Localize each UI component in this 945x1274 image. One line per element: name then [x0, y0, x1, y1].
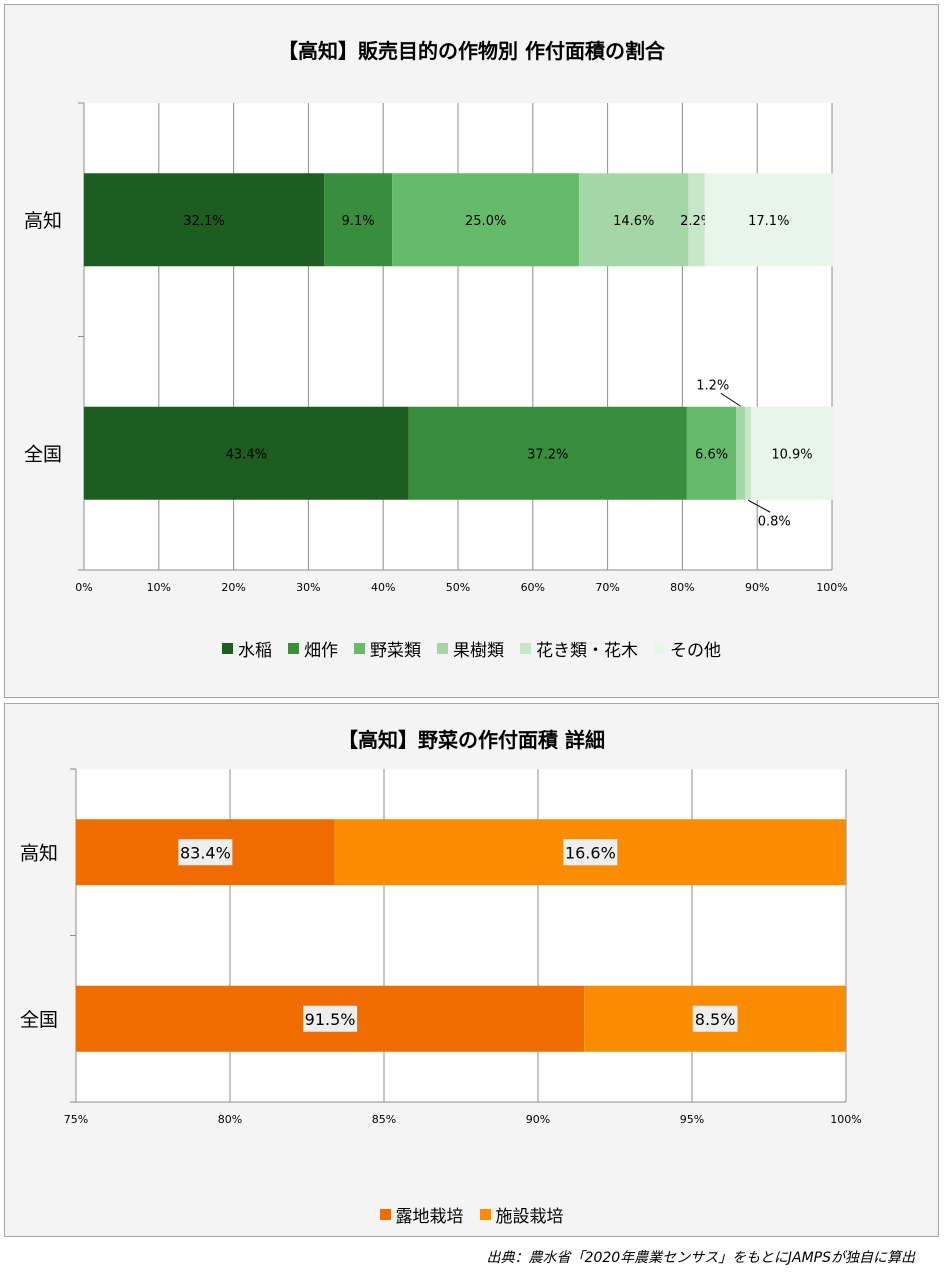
- bar-segment: [392, 173, 580, 267]
- data-label: 0.8%: [758, 514, 791, 529]
- x-tick-label: 80%: [218, 1113, 242, 1126]
- x-tick-label: 0%: [75, 581, 92, 594]
- x-tick-label: 70%: [595, 581, 619, 594]
- legend-swatch: [479, 1209, 491, 1220]
- x-tick-label: 40%: [371, 581, 395, 594]
- bar-segment: [324, 173, 393, 267]
- data-label: 43.4%: [226, 447, 267, 462]
- data-label-box: [178, 839, 233, 866]
- x-tick-label: 75%: [64, 1113, 88, 1126]
- category-label: 高知: [24, 210, 62, 232]
- legend-label: 施設栽培: [495, 1207, 564, 1227]
- data-label: 8.5%: [695, 1010, 736, 1029]
- legend-label: 果樹類: [453, 641, 504, 661]
- legend-label: その他: [670, 641, 721, 661]
- bar-segment: [688, 173, 705, 267]
- bar-segment: [84, 406, 409, 500]
- x-tick-label: 20%: [221, 581, 245, 594]
- callout-line: [747, 499, 771, 513]
- bar-segment: [751, 406, 833, 500]
- x-tick-label: 60%: [521, 581, 545, 594]
- legend-item: その他: [654, 636, 721, 661]
- data-label: 17.1%: [748, 214, 789, 229]
- chart-legend: 水稲 畑作 野菜類 果樹類 花き類・花木 その他: [5, 636, 938, 661]
- legend-label: 花き類・花木: [536, 641, 638, 661]
- chart-title: 【高知】野菜の作付面積 詳細: [338, 728, 605, 752]
- legend-item: 果樹類: [437, 636, 504, 661]
- bar-segment: [408, 406, 687, 500]
- x-tick-label: 50%: [446, 581, 470, 594]
- category-label: 高知: [20, 842, 58, 864]
- legend-swatch: [437, 643, 448, 654]
- legend-label: 露地栽培: [395, 1207, 464, 1227]
- bar-segment: [579, 173, 689, 267]
- legend-swatch: [654, 643, 665, 654]
- legend-swatch: [288, 643, 299, 654]
- legend-swatch: [354, 643, 365, 654]
- x-tick-label: 80%: [670, 581, 694, 594]
- bar-segment: [745, 406, 752, 500]
- vegetable-detail-chart: 75% 80% 85% 90% 95% 100% 高知 83.4% 16.6% 全国 91.5% 8.…: [20, 768, 862, 1126]
- data-label: 91.5%: [305, 1010, 356, 1029]
- data-label: 10.9%: [771, 447, 812, 462]
- bar-segment: [84, 173, 325, 267]
- chart-legend: 露地栽培 施設栽培: [5, 1202, 938, 1227]
- data-label: 83.4%: [180, 843, 231, 862]
- data-label-box: [563, 839, 618, 866]
- legend-label: 野菜類: [370, 641, 421, 661]
- x-tick-label: 90%: [745, 581, 769, 594]
- legend-item: 水稲: [222, 636, 272, 661]
- data-label: 9.1%: [342, 214, 375, 229]
- data-label-box: [303, 1005, 358, 1032]
- legend-label: 水稲: [238, 641, 272, 661]
- bar-segment: [704, 173, 833, 267]
- chart-panel-vegetable-detail: 【高知】野菜の作付面積 詳細 75% 80% 85% 90% 95% 100% 高知 83.4…: [4, 703, 939, 1237]
- data-label: 32.1%: [183, 214, 224, 229]
- data-label: 25.0%: [465, 214, 506, 229]
- data-label: 14.6%: [613, 214, 654, 229]
- data-label-box: [692, 1005, 738, 1032]
- x-tick-label: 95%: [680, 1113, 704, 1126]
- source-note: 出典：農水省「2020年農業センサス」をもとにJAMPSが独自に算出: [486, 1250, 915, 1266]
- data-label: 1.2%: [696, 378, 729, 393]
- legend-swatch: [520, 643, 531, 654]
- category-label: 全国: [24, 443, 62, 465]
- data-label: 6.6%: [695, 447, 728, 462]
- chart-panel-crop-share: 【高知】販売目的の作物別 作付面積の割合 0% 10% 20% 30% 40% 50% 60…: [4, 4, 939, 698]
- data-label: 37.2%: [527, 447, 568, 462]
- x-tick-label: 30%: [296, 581, 320, 594]
- legend-item: 野菜類: [354, 636, 421, 661]
- bar-segment: [686, 406, 737, 500]
- crop-share-chart: 0% 10% 20% 30% 40% 50% 60% 70% 80% 90% 100% 高知 32.1%…: [24, 102, 848, 594]
- legend-swatch: [222, 643, 233, 654]
- legend-item: 畑作: [288, 636, 338, 661]
- x-tick-label: 90%: [526, 1113, 550, 1126]
- bar-segment: [736, 406, 746, 500]
- callout-line: [720, 392, 742, 407]
- plot-area: [76, 769, 846, 1102]
- data-label: 16.6%: [565, 843, 616, 862]
- category-label: 全国: [20, 1009, 58, 1031]
- x-tick-label: 100%: [830, 1113, 861, 1126]
- legend-swatch: [379, 1209, 391, 1220]
- legend-item: 花き類・花木: [520, 636, 638, 661]
- x-tick-label: 100%: [816, 581, 847, 594]
- legend-item: 施設栽培: [479, 1202, 564, 1227]
- chart-title: 【高知】販売目的の作物別 作付面積の割合: [278, 39, 665, 63]
- legend-item: 露地栽培: [379, 1202, 464, 1227]
- x-tick-label: 85%: [372, 1113, 396, 1126]
- legend-label: 畑作: [304, 641, 338, 661]
- x-tick-label: 10%: [147, 581, 171, 594]
